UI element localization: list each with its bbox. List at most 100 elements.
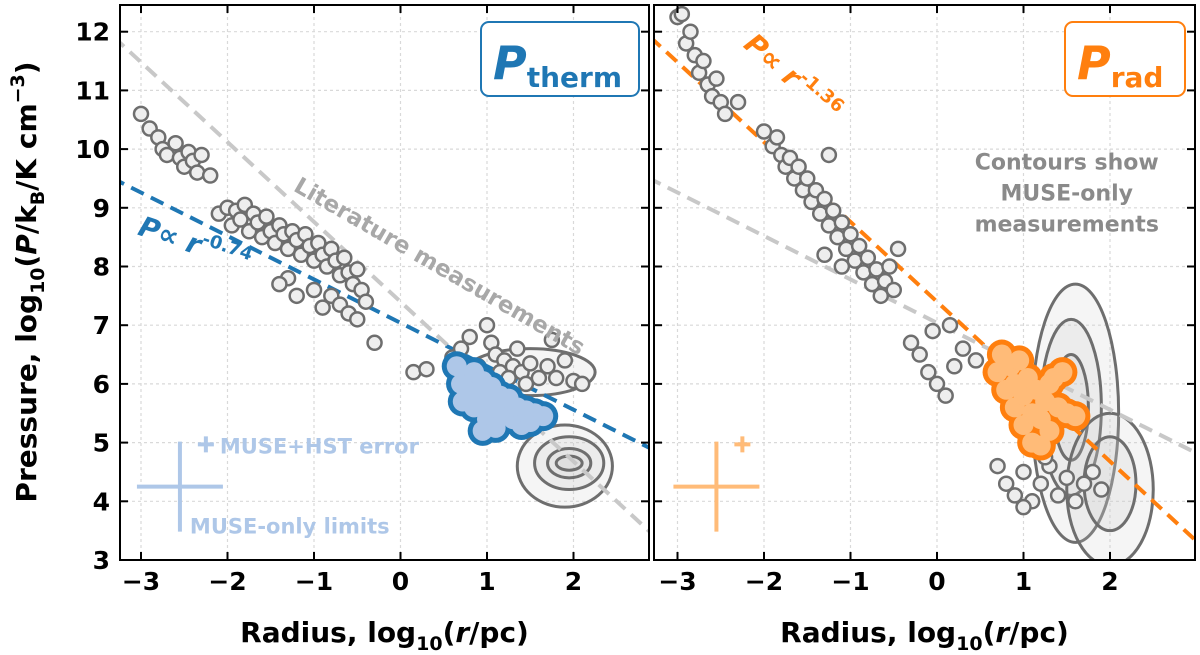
literature-point [842,225,859,243]
y-tick-label: 7 [93,311,110,340]
literature-point [543,331,561,349]
literature-point [881,258,898,275]
badge-box [1064,21,1186,97]
literature-point [799,170,816,187]
literature-point [997,475,1015,492]
literature-point [1015,498,1032,516]
axes-frame [653,4,1196,561]
literature-point [885,281,902,299]
x-label-paren: ( [983,616,996,649]
x-label-unit: /pc) [1009,616,1069,649]
literature-point [911,346,928,363]
literature-point [729,93,747,111]
literature-point [682,23,699,40]
literature-point [967,352,985,369]
literature-point [872,287,890,305]
literature-point [201,167,219,184]
axis-labels: Radius, log10(r/pc) Radius, log10(r/pc)Pr… [7,61,1069,655]
reference-line [120,40,649,534]
fit-label-main: P∝ r [134,210,207,263]
literature-point [288,287,305,305]
literature-point [271,275,288,293]
y-tick-label: 8 [93,253,110,282]
contour [1065,411,1155,560]
y-tick-label: 6 [93,370,110,399]
literature-point [695,52,712,70]
literature-point [1067,493,1084,510]
muse-point [1052,362,1073,383]
contours-note-line: measurements [975,213,1159,238]
literature-point [418,360,435,378]
y-tick-label: 4 [93,487,110,516]
literature-point [349,311,366,328]
x-label-sub: 10 [956,633,982,655]
literature-point [232,211,249,228]
literature-point [859,249,877,266]
y-tick-label: 11 [75,76,110,105]
literature-point [305,281,323,299]
plot-area [120,40,649,534]
hst-error-label: MUSE+HST error [220,434,420,458]
literature-point [366,334,383,352]
badge-label: Prad [1077,36,1163,94]
muse-point [1009,350,1030,371]
y-tick-label: 12 [75,18,110,47]
literature-point [336,249,353,266]
muse-points [982,339,1091,461]
literature-point [188,164,206,181]
contours-note-line: Contours show [975,151,1159,176]
literature-point [889,240,907,258]
x-label-sub: 10 [416,633,442,655]
y-label-paren: ( [10,255,43,268]
literature-point [768,129,786,146]
literature-point [989,457,1006,475]
x-tick-label: 0 [928,567,945,596]
literature-point [1058,469,1075,487]
literature-point [1075,475,1093,492]
fit-line [654,37,1195,543]
x-tick-label: −2 [208,567,246,596]
x-tick-label: −1 [831,567,869,596]
literature-point [941,316,959,334]
x-tick-label: 1 [1015,567,1032,596]
y-tick-label: 3 [93,546,110,575]
literature-point [850,237,868,255]
literature-point [946,358,963,375]
literature-point [1084,463,1101,481]
literature-point [556,352,574,369]
literature-point [1006,487,1024,504]
y-label-sub2: B [27,191,49,205]
y-label-text: Pressure, log [10,294,43,503]
contours-note-line: MUSE-only [1001,182,1133,207]
literature-point [937,387,954,404]
x-label-var: r [995,616,1011,649]
muse-point [1065,406,1086,427]
y-label-k: /k [10,204,43,234]
literature-point [132,105,150,123]
x-tick-label: −3 [122,567,160,596]
x-axis-label: Radius, log10(r/pc) [240,616,529,655]
x-tick-label: 2 [1101,567,1118,596]
literature-point [1049,487,1067,504]
x-label-paren: ( [443,616,456,649]
x-label-text: Radius, log [780,616,956,649]
literature-point [258,208,275,225]
literature-point [833,214,851,231]
literature-point [478,316,496,334]
badge-box [480,21,640,97]
literature-point [547,369,565,387]
muse-point [485,417,506,438]
literature-point [314,299,331,316]
literature-point [816,190,833,208]
literature-point [924,322,941,340]
x-label-unit: /pc) [469,616,529,649]
badge-main: P [1077,36,1111,90]
literature-point [573,375,591,393]
x-tick-label: −2 [745,567,783,596]
x-tick-label: 1 [478,567,495,596]
y-label-sup: −3 [7,74,29,103]
y-tick-label: 10 [75,135,110,164]
literature-point [1032,475,1050,492]
